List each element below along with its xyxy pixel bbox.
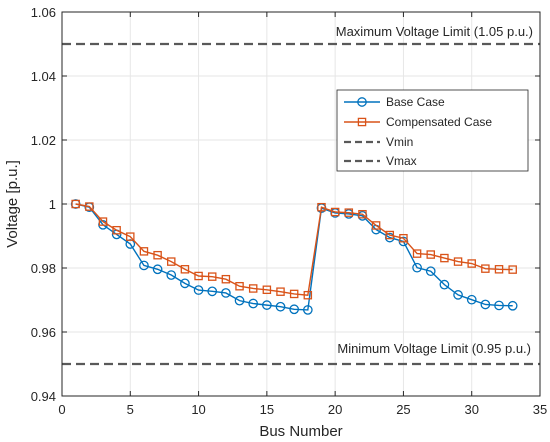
min-limit-annotation: Minimum Voltage Limit (0.95 p.u.) <box>337 341 531 356</box>
data-point <box>289 304 300 315</box>
legend-entry: Base Case <box>344 95 445 109</box>
data-point <box>385 230 395 240</box>
data-point <box>439 279 450 290</box>
data-point <box>180 278 190 289</box>
x-tick-label: 20 <box>328 402 342 417</box>
legend-box <box>336 89 529 172</box>
data-point <box>193 285 204 295</box>
data-point <box>221 288 231 298</box>
data-point <box>167 257 176 266</box>
x-tick-label: 25 <box>396 402 410 417</box>
legend-entry: Vmax <box>344 154 417 168</box>
data-point <box>440 253 449 263</box>
data-point <box>262 300 272 310</box>
x-tick-label: 10 <box>191 402 205 417</box>
data-point <box>481 264 490 273</box>
y-tick-label: 0.96 <box>31 325 56 340</box>
data-point <box>262 285 272 295</box>
legend-marker <box>357 117 367 127</box>
data-point <box>425 266 436 277</box>
y-axis-label: Voltage [p.u.] <box>4 160 21 248</box>
data-point <box>289 289 299 299</box>
data-point <box>235 281 244 291</box>
data-point <box>453 290 463 300</box>
data-point <box>494 300 504 311</box>
series-line <box>75 203 513 296</box>
legend-entry: Vmin <box>344 135 413 149</box>
x-tick-label: 30 <box>464 402 478 417</box>
data-point <box>371 221 381 230</box>
data-point <box>466 294 477 305</box>
legend-marker <box>357 97 367 107</box>
data-point <box>467 259 476 268</box>
data-point <box>139 247 149 256</box>
data-point <box>166 270 177 280</box>
y-tick-label: 1.04 <box>31 69 56 84</box>
data-point <box>358 209 367 219</box>
y-tick-label: 0.94 <box>31 389 56 404</box>
data-point <box>480 299 491 310</box>
data-point <box>317 202 326 212</box>
legend-label: Compensated Case <box>386 115 492 129</box>
data-point <box>276 287 285 296</box>
data-point <box>221 274 231 284</box>
legend: Base Case Compensated Case Vmin Vmax <box>336 89 529 172</box>
data-point <box>248 284 258 293</box>
data-point <box>98 217 108 226</box>
x-axis-label: Bus Number <box>259 423 342 440</box>
data-point <box>153 250 162 260</box>
data-point <box>85 202 94 211</box>
data-series <box>70 199 518 315</box>
reference-lines <box>62 42 540 366</box>
x-tick-label: 0 <box>58 402 65 417</box>
data-point <box>248 298 259 309</box>
data-point <box>234 295 245 306</box>
legend-label: Vmin <box>386 135 413 149</box>
y-tick-label: 1.02 <box>31 133 56 148</box>
data-point <box>508 265 517 274</box>
legend-entry: Compensated Case <box>344 115 492 129</box>
data-point <box>453 257 463 266</box>
y-tick-label: 0.98 <box>31 261 56 276</box>
x-tick-label: 15 <box>260 402 274 417</box>
data-point <box>494 265 504 274</box>
data-point <box>303 290 313 300</box>
data-point <box>330 207 340 217</box>
legend-label: Vmax <box>386 154 417 168</box>
x-tick-label: 35 <box>533 402 547 417</box>
legend-label: Base Case <box>386 95 445 109</box>
y-tick-label: 1 <box>49 197 56 212</box>
data-point <box>152 264 163 275</box>
data-point <box>412 249 422 258</box>
data-point <box>426 250 435 259</box>
y-tick-label: 1.06 <box>31 5 56 20</box>
data-point <box>344 208 354 217</box>
data-point <box>180 265 190 274</box>
axis-ticks: 0 5 10 15 20 25 30 35 0.94 0.96 0.98 1 1.02 1.04 1.06 <box>31 5 548 417</box>
data-point <box>126 232 135 241</box>
data-point <box>507 300 518 311</box>
data-point <box>139 260 149 271</box>
data-point <box>275 301 286 312</box>
data-point <box>399 233 408 243</box>
data-point <box>194 271 203 281</box>
data-point <box>207 272 217 281</box>
data-point <box>112 225 121 235</box>
series-compensated-case <box>71 199 517 300</box>
data-point <box>302 305 313 315</box>
x-tick-label: 5 <box>127 402 134 417</box>
data-point <box>412 262 422 273</box>
data-point <box>71 199 80 209</box>
max-limit-annotation: Maximum Voltage Limit (1.05 p.u.) <box>336 24 533 39</box>
data-point <box>207 286 218 297</box>
